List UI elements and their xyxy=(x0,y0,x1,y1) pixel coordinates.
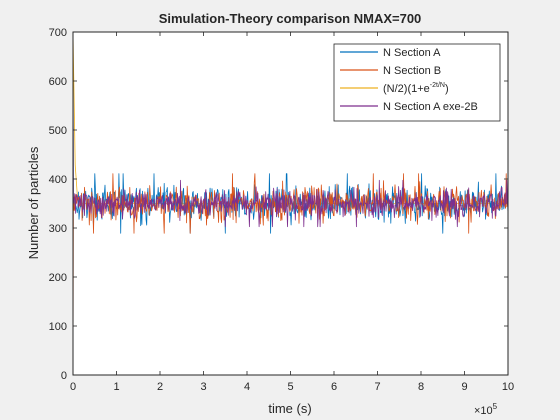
x-tick-label: 9 xyxy=(461,381,467,393)
x-tick-label: 0 xyxy=(70,381,76,393)
y-tick-label: 0 xyxy=(61,370,67,382)
y-tick-label: 600 xyxy=(49,76,67,88)
legend: N Section A N Section B (N/2)(1+e-2t/N) N S… xyxy=(333,43,501,122)
chart-title: Simulation-Theory comparison NMAX=700 xyxy=(159,11,422,26)
legend-box xyxy=(333,43,501,122)
legend-entry: (N/2)(1+e-2t/N) xyxy=(383,82,449,95)
legend-entry: N Section A exe-2B xyxy=(383,101,478,113)
y-tick-label: 100 xyxy=(49,321,67,333)
y-tick-label: 200 xyxy=(49,272,67,284)
series-layer xyxy=(72,31,509,376)
y-tick-label: 700 xyxy=(49,27,67,39)
series-line-n-section-a-exe-2b xyxy=(72,31,509,228)
x-tick-label: 4 xyxy=(244,381,250,393)
x-tick-label: 8 xyxy=(418,381,424,393)
x-tick-label: 1 xyxy=(113,381,119,393)
x-tick-label: 7 xyxy=(374,381,380,393)
x-exponent-multiplier: ×105 xyxy=(474,402,498,417)
x-axis-label: time (s) xyxy=(268,401,311,416)
x-tick-label: 2 xyxy=(157,381,163,393)
x-tick-label: 6 xyxy=(331,381,337,393)
x-tick-label: 10 xyxy=(502,381,514,393)
legend-entry: N Section B xyxy=(383,65,441,77)
y-tick-label: 500 xyxy=(49,125,67,137)
y-axis-label: Number of particles xyxy=(26,146,41,259)
y-tick-label: 400 xyxy=(49,174,67,186)
legend-entry: N Section A xyxy=(383,47,441,59)
x-tick-label: 3 xyxy=(200,381,206,393)
x-tick-label: 5 xyxy=(287,381,293,393)
y-tick-label: 300 xyxy=(49,223,67,235)
